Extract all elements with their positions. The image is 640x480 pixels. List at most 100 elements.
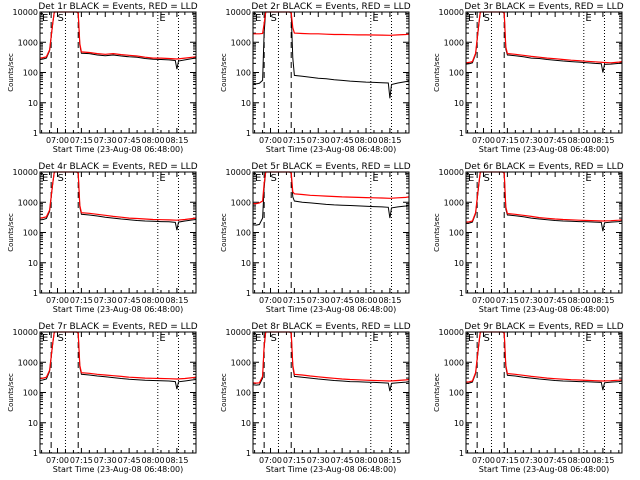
y-axis-label: Counts/sec <box>433 213 441 252</box>
y-tick-label: 1 <box>33 449 38 458</box>
y-tick-label: 10000 <box>439 168 464 177</box>
y-axis-label: Counts/sec <box>220 53 228 92</box>
marker-e-start: E <box>255 333 261 344</box>
lld-series-line <box>465 331 623 383</box>
x-tick-label: 08:00 <box>567 456 590 465</box>
x-tick-label: 07:00 <box>472 456 495 465</box>
x-tick-label: 07:45 <box>118 296 141 305</box>
panel-det-9: Det 9r BLACK = Events, RED = LLD 1 10 100 10… <box>433 322 624 474</box>
x-tick-label: 07:00 <box>46 456 69 465</box>
x-tick-label: 07:15 <box>70 136 93 145</box>
y-tick-label: 100 <box>449 229 464 238</box>
y-tick-label: 1000 <box>18 358 38 367</box>
x-tick-label: 08:00 <box>141 456 164 465</box>
plot-frame <box>39 171 197 294</box>
lld-series-line <box>465 11 623 64</box>
x-tick-label: 08:00 <box>354 456 377 465</box>
x-axis-label: Start Time (23-Aug-08 06:48:00) <box>53 305 184 314</box>
plot-frame <box>39 11 197 134</box>
x-tick-label: 08:15 <box>378 136 401 145</box>
y-axis-label: Counts/sec <box>220 373 228 412</box>
y-axis-label: Counts/sec <box>433 373 441 412</box>
marker-e-end: E <box>372 173 378 184</box>
x-tick-label: 07:00 <box>472 136 495 145</box>
panel-title: Det 9r BLACK = Events, RED = LLD <box>464 322 623 332</box>
panel-title: Det 3r BLACK = Events, RED = LLD <box>464 2 623 12</box>
marker-e-end: E <box>372 13 378 24</box>
y-tick-label: 100 <box>236 389 251 398</box>
y-tick-label: 10000 <box>226 168 251 177</box>
x-tick-label: 07:45 <box>544 136 567 145</box>
x-axis-label: Start Time (23-Aug-08 06:48:00) <box>479 305 610 314</box>
y-tick-label: 1 <box>246 289 251 298</box>
x-tick-label: 07:00 <box>46 296 69 305</box>
y-tick-label: 10000 <box>13 168 38 177</box>
y-tick-label: 100 <box>23 229 38 238</box>
x-tick-label: 07:15 <box>70 296 93 305</box>
x-tick-label: 08:15 <box>591 456 614 465</box>
x-axis-label: Start Time (23-Aug-08 06:48:00) <box>53 465 184 474</box>
lld-series-line <box>39 171 197 221</box>
x-tick-label: 07:30 <box>520 136 543 145</box>
plot-frame <box>39 331 197 454</box>
marker-e-start: E <box>468 333 474 344</box>
y-tick-label: 1 <box>246 129 251 138</box>
x-tick-label: 07:15 <box>496 296 519 305</box>
y-tick-label: 10000 <box>439 8 464 17</box>
panel-title: Det 7r BLACK = Events, RED = LLD <box>38 322 197 332</box>
y-tick-label: 10 <box>241 419 251 428</box>
marker-s: S <box>484 13 490 24</box>
panel-det-5: Det 5r BLACK = Events, RED = LLD 1 10 100 10… <box>220 162 411 314</box>
x-tick-label: 07:30 <box>307 296 330 305</box>
y-tick-label: 10 <box>241 99 251 108</box>
y-tick-label: 1 <box>459 289 464 298</box>
x-tick-label: 07:00 <box>259 456 282 465</box>
x-tick-label: 07:30 <box>94 296 117 305</box>
y-tick-label: 10 <box>454 419 464 428</box>
plot-frame <box>252 11 410 134</box>
x-tick-label: 08:15 <box>591 136 614 145</box>
events-series-line <box>252 11 410 99</box>
y-tick-label: 1 <box>459 449 464 458</box>
y-axis-label: Counts/sec <box>433 53 441 92</box>
y-tick-label: 1000 <box>444 38 464 47</box>
marker-e-end: E <box>585 333 591 344</box>
y-tick-label: 1 <box>33 289 38 298</box>
y-tick-label: 10000 <box>13 8 38 17</box>
y-tick-label: 1000 <box>18 38 38 47</box>
y-tick-label: 1000 <box>444 198 464 207</box>
x-tick-label: 07:00 <box>259 136 282 145</box>
marker-e-start: E <box>468 173 474 184</box>
x-axis-label: Start Time (23-Aug-08 06:48:00) <box>266 305 397 314</box>
x-tick-label: 07:15 <box>283 296 306 305</box>
y-tick-label: 100 <box>236 229 251 238</box>
marker-e-end: E <box>159 173 165 184</box>
plot-frame <box>252 171 410 294</box>
marker-e-start: E <box>255 13 261 24</box>
x-tick-label: 08:00 <box>141 136 164 145</box>
x-tick-label: 08:15 <box>378 456 401 465</box>
panel-det-3: Det 3r BLACK = Events, RED = LLD 1 10 100 10… <box>433 2 624 154</box>
x-axis-label: Start Time (23-Aug-08 06:48:00) <box>479 465 610 474</box>
x-tick-label: 07:15 <box>496 136 519 145</box>
x-tick-label: 08:15 <box>165 456 188 465</box>
y-tick-label: 10000 <box>226 8 251 17</box>
marker-s: S <box>484 333 490 344</box>
x-axis-label: Start Time (23-Aug-08 06:48:00) <box>266 465 397 474</box>
marker-s: S <box>58 13 64 24</box>
y-tick-label: 1 <box>246 449 251 458</box>
marker-e-start: E <box>42 13 48 24</box>
panel-det-6: Det 6r BLACK = Events, RED = LLD 1 10 100 10… <box>433 162 624 314</box>
x-tick-label: 08:00 <box>354 136 377 145</box>
y-tick-label: 10000 <box>439 328 464 337</box>
y-tick-label: 10000 <box>13 328 38 337</box>
x-tick-label: 08:15 <box>591 296 614 305</box>
x-tick-label: 07:30 <box>94 456 117 465</box>
x-axis-label: Start Time (23-Aug-08 06:48:00) <box>266 145 397 154</box>
x-tick-label: 07:45 <box>544 296 567 305</box>
x-tick-label: 07:15 <box>283 136 306 145</box>
marker-s: S <box>58 333 64 344</box>
y-tick-label: 10 <box>28 259 38 268</box>
x-tick-label: 08:15 <box>165 296 188 305</box>
